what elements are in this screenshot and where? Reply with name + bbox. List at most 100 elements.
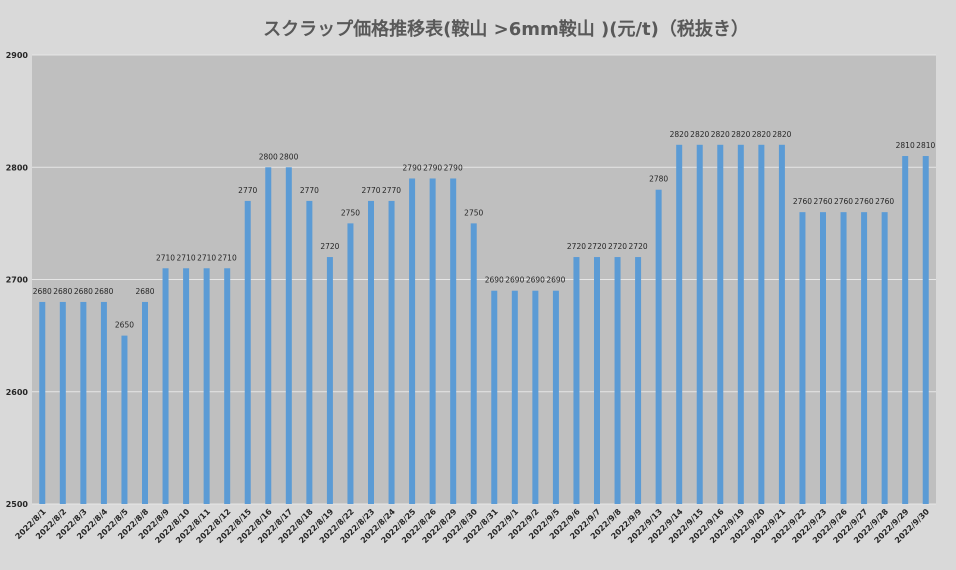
bar <box>80 301 87 504</box>
bar <box>142 301 148 504</box>
data-label: 2690 <box>485 276 504 285</box>
bar <box>244 200 251 505</box>
bar <box>778 144 785 505</box>
data-label: 2810 <box>916 141 935 150</box>
data-label: 2690 <box>526 276 545 285</box>
data-label: 2710 <box>197 253 216 262</box>
data-label: 2690 <box>505 276 524 285</box>
bar <box>922 156 929 504</box>
bar <box>552 290 559 504</box>
data-label: 2690 <box>546 276 565 285</box>
data-label: 2720 <box>608 242 627 251</box>
y-axis-ticks: 2500 2600 2700 2800 2900 <box>6 51 29 509</box>
bar <box>594 257 600 504</box>
data-label: 2790 <box>423 163 442 172</box>
bar <box>39 301 46 504</box>
y-tick-label: 2900 <box>6 51 29 60</box>
bar <box>532 290 539 504</box>
bar <box>881 212 888 504</box>
chart-title: スクラップ価格推移表(鞍山 >6mm鞍山 )(元/t)（税抜き） <box>263 18 749 40</box>
bar <box>655 189 662 504</box>
data-label: 2720 <box>629 242 648 251</box>
data-label: 2680 <box>74 287 93 296</box>
data-label: 2820 <box>731 130 750 139</box>
data-label: 2820 <box>752 130 771 139</box>
bar <box>409 178 416 504</box>
data-label: 2760 <box>834 197 853 206</box>
data-label: 2680 <box>53 287 72 296</box>
bars <box>39 144 929 505</box>
bar <box>696 144 703 505</box>
data-label: 2710 <box>177 253 196 262</box>
bar <box>429 178 436 504</box>
data-label: 2760 <box>875 197 894 206</box>
data-label: 2710 <box>156 253 175 262</box>
data-label: 2720 <box>320 242 339 251</box>
y-tick-label: 2500 <box>6 500 29 509</box>
data-label: 2720 <box>567 242 586 251</box>
data-label: 2770 <box>382 186 401 195</box>
bar <box>100 301 107 504</box>
bar <box>717 144 724 505</box>
data-label: 2770 <box>300 186 319 195</box>
y-tick-label: 2600 <box>6 388 29 397</box>
data-label: 2680 <box>94 287 113 296</box>
bar <box>224 268 231 504</box>
x-axis-ticks: 2022/8/12022/8/22022/8/32022/8/42022/8/5… <box>14 507 932 545</box>
bar <box>902 156 909 504</box>
data-label: 2680 <box>33 287 52 296</box>
bar <box>758 144 765 505</box>
data-label: 2650 <box>115 321 134 330</box>
data-label: 2750 <box>341 208 360 217</box>
bar <box>203 268 210 504</box>
data-label: 2680 <box>135 287 154 296</box>
bar <box>635 257 642 504</box>
y-tick-label: 2800 <box>6 163 29 172</box>
data-label: 2800 <box>279 152 298 161</box>
bar <box>470 223 477 504</box>
data-label: 2800 <box>259 152 278 161</box>
data-label: 2760 <box>813 197 832 206</box>
bar <box>840 212 847 504</box>
data-label: 2780 <box>649 175 668 184</box>
bar <box>573 257 580 504</box>
data-label: 2760 <box>793 197 812 206</box>
data-label: 2790 <box>444 163 463 172</box>
bar <box>799 212 806 504</box>
bar <box>285 167 292 504</box>
data-label: 2820 <box>772 130 791 139</box>
bar <box>368 200 374 505</box>
data-label: 2750 <box>464 208 483 217</box>
bar <box>388 200 395 505</box>
bar <box>306 200 313 505</box>
bar <box>326 257 333 504</box>
gridlines <box>32 54 936 505</box>
data-label: 2720 <box>587 242 606 251</box>
bar <box>183 268 190 504</box>
bar <box>491 290 498 504</box>
data-label: 2820 <box>711 130 730 139</box>
bar <box>59 301 66 504</box>
data-label: 2760 <box>855 197 874 206</box>
bar <box>511 290 518 504</box>
bar <box>737 144 744 505</box>
bar <box>820 212 826 504</box>
bar <box>861 212 868 504</box>
data-label: 2790 <box>403 163 422 172</box>
bar <box>265 167 272 504</box>
data-label: 2770 <box>238 186 257 195</box>
data-label: 2810 <box>896 141 915 150</box>
data-label: 2820 <box>690 130 709 139</box>
bar <box>347 223 354 504</box>
bar <box>450 178 457 504</box>
data-label: 2710 <box>218 253 237 262</box>
bar <box>121 335 128 504</box>
y-tick-label: 2700 <box>6 276 29 285</box>
bar <box>614 257 621 504</box>
data-label: 2820 <box>670 130 689 139</box>
bar <box>676 144 683 505</box>
bar <box>162 268 169 504</box>
